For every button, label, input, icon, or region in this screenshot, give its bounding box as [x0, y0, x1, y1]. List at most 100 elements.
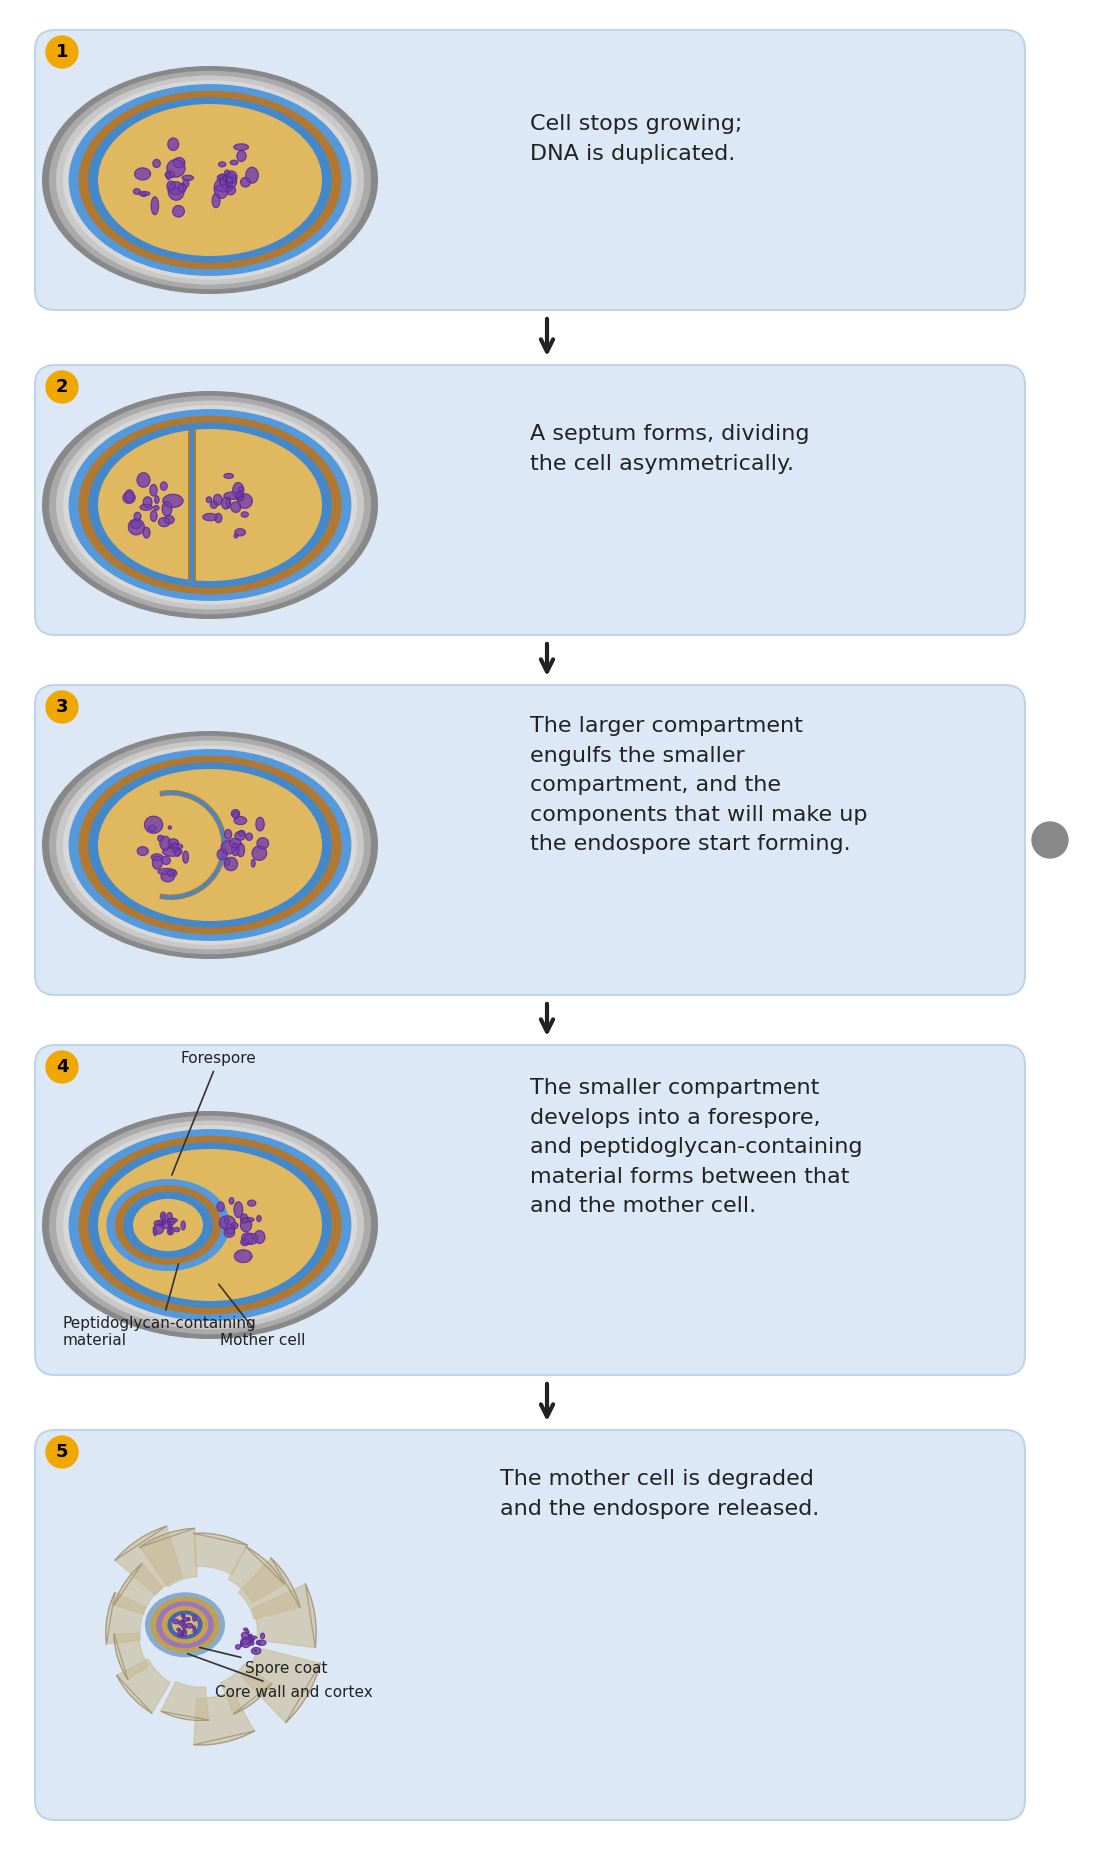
Text: Peptidoglycan-containing
material: Peptidoglycan-containing material	[64, 1264, 256, 1348]
Polygon shape	[193, 1628, 196, 1634]
Polygon shape	[135, 168, 151, 179]
Polygon shape	[229, 1546, 285, 1602]
Polygon shape	[166, 1219, 175, 1225]
Polygon shape	[128, 519, 145, 534]
Polygon shape	[125, 489, 134, 502]
Polygon shape	[168, 138, 178, 151]
Polygon shape	[143, 526, 150, 538]
Polygon shape	[166, 181, 175, 190]
Ellipse shape	[49, 1116, 371, 1335]
Ellipse shape	[89, 762, 332, 928]
Polygon shape	[232, 844, 239, 855]
Polygon shape	[154, 1221, 163, 1227]
Polygon shape	[161, 482, 168, 491]
Polygon shape	[140, 504, 152, 510]
Ellipse shape	[49, 396, 371, 614]
Polygon shape	[241, 1219, 252, 1232]
Polygon shape	[234, 144, 249, 149]
Polygon shape	[215, 513, 222, 523]
Ellipse shape	[69, 409, 351, 601]
Polygon shape	[230, 161, 238, 164]
Polygon shape	[221, 840, 237, 853]
Ellipse shape	[42, 732, 378, 960]
Ellipse shape	[97, 429, 322, 581]
Polygon shape	[162, 857, 171, 864]
Polygon shape	[141, 192, 146, 196]
Polygon shape	[252, 1639, 254, 1641]
Text: 4: 4	[56, 1059, 68, 1075]
Polygon shape	[172, 842, 178, 853]
Polygon shape	[256, 818, 264, 831]
Polygon shape	[151, 196, 159, 215]
Polygon shape	[242, 1632, 249, 1639]
Polygon shape	[114, 1563, 162, 1615]
Polygon shape	[187, 1619, 189, 1621]
Polygon shape	[153, 1225, 163, 1234]
Polygon shape	[183, 1617, 189, 1621]
Polygon shape	[173, 157, 185, 168]
Circle shape	[46, 1436, 78, 1467]
Ellipse shape	[89, 97, 332, 263]
Polygon shape	[214, 495, 222, 506]
Polygon shape	[153, 506, 159, 510]
Text: The smaller compartment
develops into a forespore,
and peptidoglycan-containing
: The smaller compartment develops into a …	[530, 1077, 863, 1217]
Polygon shape	[226, 172, 237, 183]
Ellipse shape	[97, 769, 322, 920]
Polygon shape	[241, 177, 251, 187]
Polygon shape	[252, 1635, 256, 1639]
Polygon shape	[241, 1238, 249, 1245]
Polygon shape	[158, 835, 163, 842]
Ellipse shape	[64, 745, 357, 945]
Polygon shape	[137, 848, 148, 855]
Polygon shape	[224, 170, 230, 175]
Text: 2: 2	[56, 377, 68, 396]
Polygon shape	[250, 1639, 254, 1641]
Polygon shape	[234, 816, 246, 825]
Ellipse shape	[69, 749, 351, 941]
Polygon shape	[170, 1225, 173, 1230]
Polygon shape	[173, 205, 184, 217]
Bar	[191, 429, 194, 581]
Ellipse shape	[64, 405, 357, 605]
Polygon shape	[223, 174, 237, 183]
Polygon shape	[244, 1234, 257, 1245]
Polygon shape	[224, 474, 233, 478]
Polygon shape	[158, 868, 175, 876]
Polygon shape	[161, 1682, 209, 1720]
Polygon shape	[257, 1641, 266, 1645]
Polygon shape	[227, 497, 231, 508]
Polygon shape	[169, 838, 178, 846]
Polygon shape	[139, 192, 150, 196]
Polygon shape	[153, 1228, 157, 1236]
Ellipse shape	[172, 1615, 198, 1635]
Polygon shape	[257, 838, 268, 849]
Ellipse shape	[42, 65, 378, 293]
Polygon shape	[241, 512, 249, 517]
Polygon shape	[181, 1632, 183, 1637]
Polygon shape	[246, 1630, 249, 1634]
Ellipse shape	[124, 1191, 212, 1258]
Ellipse shape	[79, 91, 342, 269]
Circle shape	[46, 691, 78, 723]
Polygon shape	[140, 1529, 197, 1587]
Polygon shape	[183, 1615, 185, 1617]
Ellipse shape	[49, 736, 371, 954]
Polygon shape	[182, 1615, 185, 1617]
Ellipse shape	[79, 756, 342, 934]
Polygon shape	[169, 181, 184, 200]
Polygon shape	[210, 500, 217, 508]
Text: Spore coat: Spore coat	[199, 1647, 327, 1677]
Ellipse shape	[79, 416, 342, 594]
Polygon shape	[158, 1221, 164, 1227]
Polygon shape	[219, 1215, 235, 1230]
Polygon shape	[182, 175, 194, 181]
Polygon shape	[143, 497, 152, 508]
Circle shape	[46, 35, 78, 67]
Polygon shape	[241, 1214, 247, 1223]
Polygon shape	[226, 177, 237, 187]
Polygon shape	[170, 189, 182, 194]
Polygon shape	[183, 1630, 184, 1634]
Polygon shape	[169, 1227, 171, 1232]
Circle shape	[46, 1051, 78, 1083]
Polygon shape	[115, 1525, 183, 1594]
